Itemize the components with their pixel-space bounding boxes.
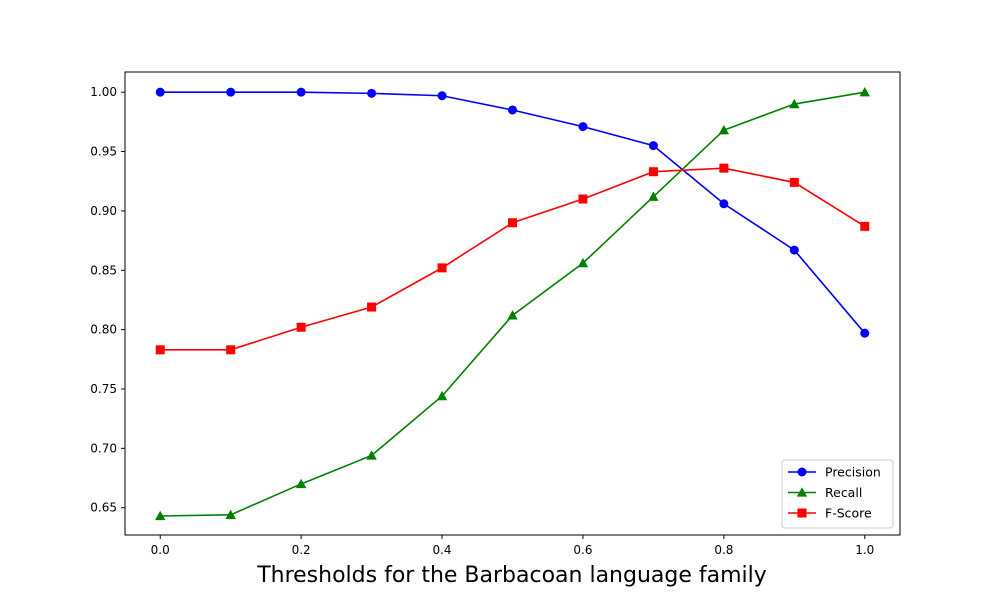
plot-layer <box>155 86 870 521</box>
f-score-point <box>437 263 447 273</box>
y-tick-label: 1.00 <box>90 85 117 99</box>
ticks-layer: 0.0 0.2 0.4 0.6 0.8 1.0 0.65 0.70 0.75 0.80 0.85 0.… <box>90 85 874 557</box>
y-tick-label: 0.75 <box>90 382 117 396</box>
x-tick-label: 0.0 <box>151 543 170 557</box>
plot-frame <box>124 71 901 536</box>
recall-point <box>225 509 236 519</box>
precision-point <box>719 199 729 209</box>
precision-point <box>860 328 870 338</box>
x-tick-label: 0.2 <box>292 543 311 557</box>
y-tick-label: 0.90 <box>90 204 117 218</box>
legend-marker-precision <box>797 467 807 477</box>
f-score-point <box>860 221 870 231</box>
precision-point <box>789 245 799 255</box>
precision-point <box>437 91 447 101</box>
legend-marker-recall <box>796 487 808 497</box>
recall-point <box>577 257 589 268</box>
y-tick-label: 0.70 <box>90 441 117 455</box>
legend-box <box>781 459 894 529</box>
f-score-point <box>508 218 517 228</box>
recall-point <box>366 450 377 460</box>
f-score-series-line <box>160 167 866 351</box>
x-tick-label: 0.6 <box>573 543 592 557</box>
y-tick-label: 0.80 <box>90 323 117 337</box>
f-score-point <box>789 177 799 187</box>
recall-point <box>155 510 166 521</box>
axes-layer <box>124 71 901 536</box>
legend-marker-f-score <box>797 508 807 518</box>
precision-point <box>155 87 165 97</box>
y-tick-label: 0.95 <box>90 145 117 159</box>
x-axis-title: Thresholds for the Barbacoan language fa… <box>256 563 767 588</box>
legend-label-f-score: F-Score <box>825 506 872 521</box>
y-tick-label: 0.65 <box>90 501 117 515</box>
f-score-point <box>648 167 658 177</box>
f-score-point <box>578 194 588 204</box>
precision-point <box>367 88 377 98</box>
recall-point <box>718 124 730 135</box>
recall-point <box>295 478 307 489</box>
precision-series-line <box>160 91 866 334</box>
recall-series-line <box>160 91 865 517</box>
f-score-point <box>155 345 165 355</box>
recall-point <box>436 390 448 401</box>
f-score-point <box>226 345 236 355</box>
precision-point <box>296 87 306 97</box>
y-tick-label: 0.85 <box>90 263 117 277</box>
precision-point <box>508 105 517 115</box>
x-tick-label: 0.8 <box>714 543 733 557</box>
precision-point <box>578 122 588 132</box>
legend: Precision Recall F-Score <box>781 459 894 529</box>
recall-point <box>859 86 870 97</box>
legend-label-precision: Precision <box>825 465 881 480</box>
f-score-point <box>367 302 377 312</box>
x-tick-label: 0.4 <box>432 543 451 557</box>
recall-point <box>507 310 518 320</box>
legend-label-recall: Recall <box>825 485 862 500</box>
f-score-point <box>719 163 729 173</box>
f-score-point <box>296 322 306 332</box>
recall-point <box>789 98 800 109</box>
precision-point <box>648 141 658 151</box>
precision-point <box>226 87 236 97</box>
x-tick-label: 1.0 <box>855 543 874 557</box>
recall-point <box>648 191 659 201</box>
